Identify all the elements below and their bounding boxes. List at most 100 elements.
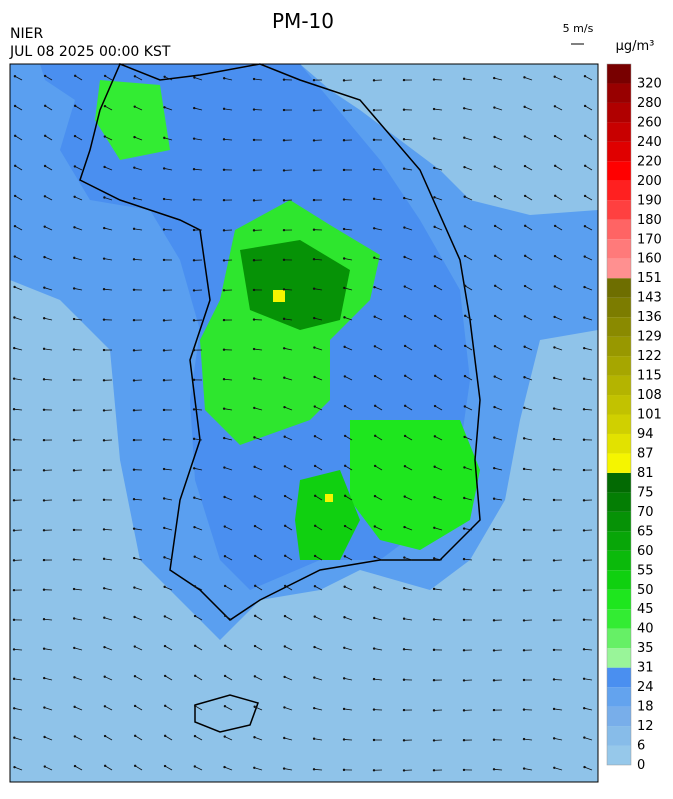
wind-arrow-head (343, 677, 345, 679)
wind-scale: 5 m/s (563, 22, 594, 35)
wind-arrow-head (103, 558, 105, 560)
wind-arrow-head (583, 766, 585, 768)
wind-arrow-head (554, 75, 556, 77)
wind-arrow-head (343, 616, 345, 618)
wind-arrow-head (193, 349, 195, 351)
wind-arrow-head (494, 375, 496, 377)
wind-arrow-head (73, 348, 75, 350)
wind-arrow-head (554, 105, 556, 107)
wind-arrow-head (343, 169, 345, 171)
colorbar-label: 143 (637, 291, 662, 306)
wind-arrow-head (344, 405, 346, 407)
title: PM-10 (272, 9, 334, 33)
wind-arrow-head (163, 76, 165, 78)
wind-arrow-head (494, 285, 496, 287)
wind-arrow-head (193, 467, 195, 469)
wind-arrow-head (524, 285, 526, 287)
colorbar-segment (607, 668, 631, 687)
wind-arrow-head (403, 138, 405, 140)
wind-arrow-head (373, 708, 375, 710)
wind-arrow-head (103, 469, 105, 471)
colorbar-label: 170 (637, 232, 662, 247)
wind-arrow-head (463, 739, 465, 741)
wind-arrow-head (404, 495, 406, 497)
wind-arrow-head (373, 586, 375, 588)
wind-arrow-head (193, 497, 195, 499)
wind-arrow-head (584, 195, 586, 197)
wind-arrow-head (583, 529, 585, 531)
wind-arrow-head (523, 619, 525, 621)
wind-arrow-head (283, 347, 285, 349)
colorbar-segment (607, 609, 631, 628)
wind-arrow-head (133, 166, 135, 168)
wind-arrow-head (223, 169, 225, 171)
wind-arrow-head (253, 767, 255, 769)
wind-arrow-head (553, 316, 555, 318)
colorbar-label: 160 (637, 252, 662, 267)
wind-arrow-head (524, 255, 526, 257)
wind-arrow-head (223, 349, 225, 351)
wind-arrow-head (313, 109, 315, 111)
wind-arrow-head (403, 556, 405, 558)
wind-arrow-head (104, 75, 106, 77)
hotspot (273, 290, 285, 302)
wind-arrow-head (254, 615, 256, 617)
wind-arrow-head (433, 226, 435, 228)
wind-arrow-head (223, 77, 225, 79)
wind-arrow-head (583, 559, 585, 561)
wind-arrow-head (583, 707, 585, 709)
wind-arrow-head (494, 315, 496, 317)
wind-arrow-head (103, 528, 105, 530)
colorbar-label: 94 (637, 427, 654, 442)
wind-arrow-head (584, 105, 586, 107)
wind-arrow-head (43, 286, 45, 288)
wind-arrow-head (254, 675, 256, 677)
wind-arrow-head (344, 495, 346, 497)
wind-arrow-head (194, 585, 196, 587)
wind-arrow-head (284, 465, 286, 467)
wind-arrow-head (43, 256, 45, 258)
colorbar-label: 115 (637, 369, 662, 384)
wind-arrow-head (494, 225, 496, 227)
wind-arrow-head (253, 706, 255, 708)
wind-arrow-head (553, 468, 555, 470)
wind-arrow-head (373, 556, 375, 558)
wind-arrow-head (43, 589, 45, 591)
colorbar-segment (607, 707, 631, 726)
wind-arrow-head (254, 645, 256, 647)
wind-arrow-head (463, 466, 465, 468)
wind-arrow-head (193, 168, 195, 170)
colorbar-label: 136 (637, 310, 662, 325)
wind-arrow-head (163, 497, 165, 499)
wind-arrow-head (253, 466, 255, 468)
colorbar-label: 180 (637, 213, 662, 228)
wind-arrow-head (103, 379, 105, 381)
wind-arrow-head (463, 78, 465, 80)
wind-arrow-head (523, 346, 525, 348)
wind-arrow-head (313, 79, 315, 81)
wind-arrow-head (103, 499, 105, 501)
wind-arrow-head (163, 556, 165, 558)
wind-arrow-head (583, 619, 585, 621)
wind-arrow-head (223, 289, 225, 291)
colorbar-label: 240 (637, 135, 662, 150)
wind-arrow-head (73, 588, 75, 590)
wind-arrow-head (374, 525, 376, 527)
colorbar-label: 70 (637, 505, 654, 520)
colorbar-label: 122 (637, 349, 662, 364)
wind-arrow-head (493, 619, 495, 621)
wind-arrow-head (43, 647, 45, 649)
wind-arrow-head (134, 675, 136, 677)
wind-arrow-head (104, 135, 106, 137)
wind-arrow-head (434, 375, 436, 377)
wind-arrow-head (163, 349, 165, 351)
wind-arrow-head (433, 618, 435, 620)
wind-arrow-head (523, 649, 525, 651)
wind-arrow-head (164, 765, 166, 767)
wind-arrow-head (464, 405, 466, 407)
wind-arrow-head (404, 435, 406, 437)
wind-arrow-head (374, 435, 376, 437)
wind-arrow-head (104, 765, 106, 767)
wind-arrow-head (373, 198, 375, 200)
wind-arrow-head (434, 315, 436, 317)
